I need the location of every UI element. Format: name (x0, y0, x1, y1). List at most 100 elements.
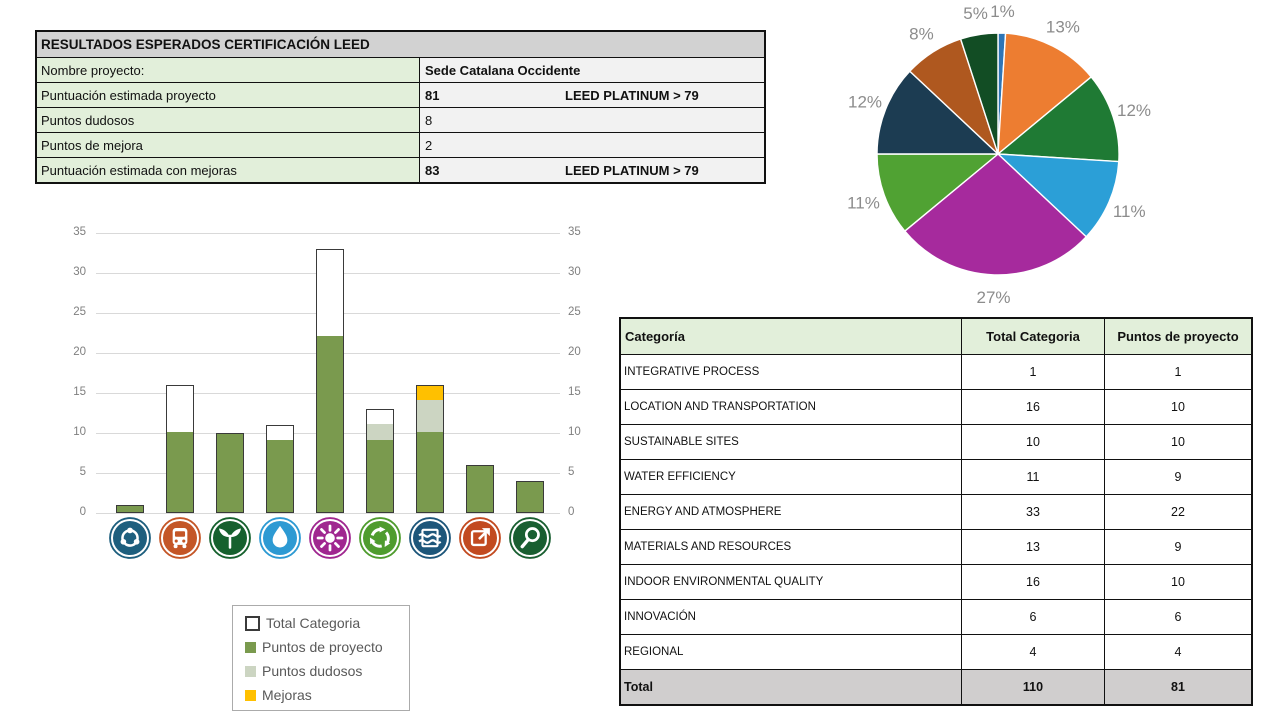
summary-value-cell[interactable]: 8 (420, 108, 764, 132)
pie-label: 8% (909, 24, 934, 43)
detail-puntos-cell[interactable]: 10 (1104, 424, 1252, 460)
bar-total-outline[interactable] (516, 481, 544, 513)
detail-category-cell[interactable]: MATERIALS AND RESOURCES (620, 529, 962, 565)
bar-segment-dudosos[interactable] (417, 400, 443, 432)
pie-slice[interactable] (876, 70, 1000, 155)
detail-total-cell[interactable]: 10 (961, 424, 1105, 460)
detail-total-cell[interactable]: 6 (961, 599, 1105, 635)
cycle-icon[interactable] (109, 517, 151, 559)
detail-header-cell[interactable]: Puntos de proyecto (1104, 318, 1252, 355)
detail-header-cell[interactable]: Total Categoria (961, 318, 1105, 355)
detail-total-label-cell[interactable]: Total (620, 669, 962, 705)
detail-category-cell[interactable]: INNOVACIÓN (620, 599, 962, 635)
magnifier-icon[interactable] (509, 517, 551, 559)
detail-puntos-cell[interactable]: 4 (1104, 634, 1252, 670)
detail-total-sum-cell[interactable]: 110 (961, 669, 1105, 705)
y-axis-label-left: 0 (79, 506, 86, 518)
external-arrow-icon[interactable] (459, 517, 501, 559)
bar-segment-dudosos[interactable] (367, 424, 393, 440)
bar-segment-proyecto[interactable] (217, 434, 243, 512)
detail-total-cell[interactable]: 1 (961, 354, 1105, 390)
bar-total-outline[interactable] (416, 385, 444, 513)
bar-segment-proyecto[interactable] (467, 466, 493, 512)
legend-item[interactable]: Puntos de proyecto (245, 639, 409, 655)
detail-puntos-cell[interactable]: 9 (1104, 459, 1252, 495)
legend-label: Puntos dudosos (262, 663, 363, 679)
bar-total-outline[interactable] (266, 425, 294, 513)
detail-category-cell[interactable]: WATER EFFICIENCY (620, 459, 962, 495)
detail-table-row: ENERGY AND ATMOSPHERE 33 22 (620, 494, 1252, 530)
recycle-icon[interactable] (359, 517, 401, 559)
bar-segment-proyecto[interactable] (117, 506, 143, 512)
bus-icon[interactable] (159, 517, 201, 559)
bar-total-outline[interactable] (216, 433, 244, 513)
y-axis-label-left: 15 (73, 386, 86, 398)
bar-chart[interactable]: 0 0 5 5 10 10 15 15 20 20 25 25 30 30 35 35 (30, 218, 615, 568)
summary-label-cell[interactable]: Puntos de mejora (37, 133, 420, 157)
detail-header-cell[interactable]: Categoría (620, 318, 962, 355)
summary-table-title[interactable]: RESULTADOS ESPERADOS CERTIFICACIÓN LEED (37, 32, 764, 58)
summary-value-cell[interactable]: 2 (420, 133, 764, 157)
detail-total-cell[interactable]: 4 (961, 634, 1105, 670)
bar-chart-legend[interactable]: Total Categoria Puntos de proyecto Punto… (232, 605, 410, 711)
bar-segment-mejoras[interactable] (417, 386, 443, 400)
detail-puntos-sum-cell[interactable]: 81 (1104, 669, 1252, 705)
bar-segment-proyecto[interactable] (517, 482, 543, 512)
summary-label-cell[interactable]: Puntuación estimada proyecto (37, 83, 420, 107)
detail-total-cell[interactable]: 13 (961, 529, 1105, 565)
pie-slice[interactable] (997, 32, 1093, 156)
detail-total-cell[interactable]: 33 (961, 494, 1105, 530)
detail-total-cell[interactable]: 16 (961, 564, 1105, 600)
bar-total-outline[interactable] (116, 505, 144, 513)
detail-category-cell[interactable]: REGIONAL (620, 634, 962, 670)
detail-category-cell[interactable]: LOCATION AND TRANSPORTATION (620, 389, 962, 425)
detail-puntos-cell[interactable]: 1 (1104, 354, 1252, 390)
detail-total-cell[interactable]: 11 (961, 459, 1105, 495)
detail-puntos-cell[interactable]: 6 (1104, 599, 1252, 635)
detail-category-cell[interactable]: INDOOR ENVIRONMENTAL QUALITY (620, 564, 962, 600)
water-drop-icon[interactable] (259, 517, 301, 559)
detail-puntos-cell[interactable]: 10 (1104, 564, 1252, 600)
pie-chart[interactable]: 1% 13% 12% 11% 27% 11% 12% 8% 5% (823, 0, 1193, 312)
bar-total-outline[interactable] (466, 465, 494, 513)
summary-label-cell[interactable]: Puntuación estimada con mejoras (37, 158, 420, 182)
summary-value-cell[interactable]: 83 LEED PLATINUM > 79 (420, 158, 764, 182)
bar-segment-proyecto[interactable] (167, 432, 193, 512)
bar-segment-proyecto[interactable] (367, 440, 393, 512)
summary-value: 8 (425, 113, 433, 128)
sun-icon[interactable] (309, 517, 351, 559)
summary-value-cell[interactable]: Sede Catalana Occidente (420, 58, 764, 82)
bar-total-outline[interactable] (366, 409, 394, 513)
bar-total-outline[interactable] (316, 249, 344, 513)
detail-category-cell[interactable]: ENERGY AND ATMOSPHERE (620, 494, 962, 530)
pie-label: 11% (847, 193, 880, 212)
legend-swatch-icon (245, 665, 256, 677)
detail-puntos-cell[interactable]: 22 (1104, 494, 1252, 530)
pie-slice[interactable] (876, 153, 1000, 233)
pie-slice[interactable] (996, 75, 1120, 163)
bar-segment-proyecto[interactable] (417, 432, 443, 512)
summary-label-cell[interactable]: Nombre proyecto: (37, 58, 420, 82)
bar-segment-proyecto[interactable] (317, 336, 343, 512)
legend-item[interactable]: Puntos dudosos (245, 663, 409, 679)
detail-puntos-cell[interactable]: 10 (1104, 389, 1252, 425)
summary-value-cell[interactable]: 81 LEED PLATINUM > 79 (420, 83, 764, 107)
detail-category-cell[interactable]: SUSTAINABLE SITES (620, 424, 962, 460)
legend-item[interactable]: Mejoras (245, 687, 409, 703)
plant-icon[interactable] (209, 517, 251, 559)
pie-slice[interactable] (996, 153, 1120, 238)
summary-row: Nombre proyecto: Sede Catalana Occidente (37, 58, 764, 82)
summary-label-cell[interactable]: Puntos dudosos (37, 108, 420, 132)
pie-slice[interactable] (959, 32, 999, 155)
bar-total-outline[interactable] (166, 385, 194, 513)
detail-category-cell[interactable]: INTEGRATIVE PROCESS (620, 354, 962, 390)
detail-total-cell[interactable]: 16 (961, 389, 1105, 425)
legend-item[interactable]: Total Categoria (245, 615, 409, 631)
pie-slice[interactable] (903, 153, 1088, 276)
air-layers-icon[interactable] (409, 517, 451, 559)
detail-puntos-cell[interactable]: 9 (1104, 529, 1252, 565)
bar-segment-proyecto[interactable] (267, 440, 293, 512)
y-axis-label-left: 30 (73, 266, 86, 278)
summary-row: Puntuación estimada proyecto 81 LEED PLATI… (37, 82, 764, 107)
y-axis-label-left: 10 (73, 426, 86, 438)
